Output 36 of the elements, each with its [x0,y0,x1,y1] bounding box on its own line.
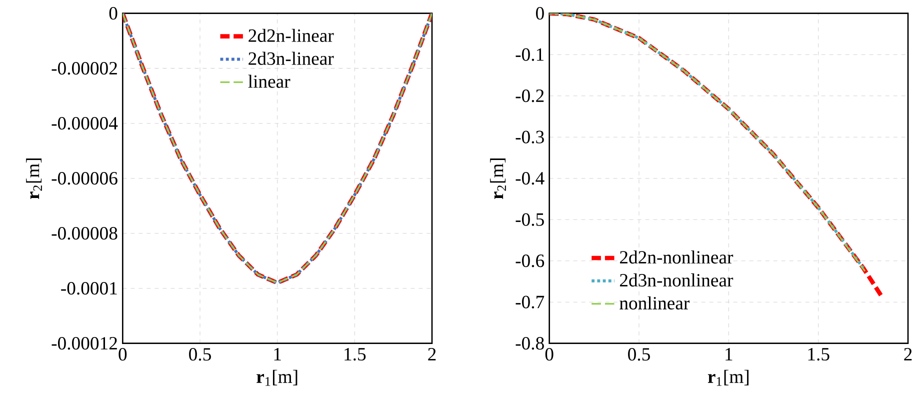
y-tick-label: -0.00012 [52,336,117,350]
y-tick-label: 0 [109,7,118,20]
legend-label: 2d2n-linear [248,28,334,42]
y-tick-label: -0.6 [516,254,544,268]
x-tick-label: 2 [904,348,912,360]
legend-label: nonlinear [620,296,690,310]
y-tick-label: -0.00006 [52,172,118,185]
y-tick-label: -0.0001 [61,282,117,295]
x-tick-label: 2 [428,348,436,360]
y-axis-title: r$_{2}$[m] [26,158,42,200]
y-tick-label: -0.00002 [52,62,117,75]
y-tick-label: 0 [536,7,544,20]
x-tick-label: 1 [274,348,281,360]
legend-label: linear [248,74,290,88]
y-tick-label: -0.00004 [52,116,118,130]
x-tick-label: 0 [545,348,554,361]
y-tick-label: -0.3 [516,130,544,144]
y-axis-title: r$_{2}$[m] [490,158,506,200]
y-tick-label: -0.2 [516,89,544,102]
y-tick-label: -0.1 [516,48,544,61]
x-tick-label: 0.5 [189,348,211,361]
x-tick-label: 1.5 [344,348,366,361]
legend-label: 2d3n-nonlinear [620,273,734,287]
x-tick-label: 1.5 [808,348,830,361]
x-axis-title: r$_{1}$[m] [708,370,749,386]
x-tick-label: 1 [726,348,732,360]
legend-label: 2d2n-nonlinear [620,250,734,264]
y-tick-label: -0.00008 [52,226,118,240]
y-tick-label: -0.4 [516,172,544,185]
x-tick-label: 0.5 [628,348,650,361]
x-axis-title: r$_{1}$[m] [256,370,298,386]
y-tick-label: -0.7 [516,296,544,308]
y-tick-label: -0.8 [516,336,544,350]
legend-label: 2d3n-linear [248,52,334,65]
y-tick-label: -0.5 [516,213,544,226]
x-tick-label: 0 [118,348,127,361]
